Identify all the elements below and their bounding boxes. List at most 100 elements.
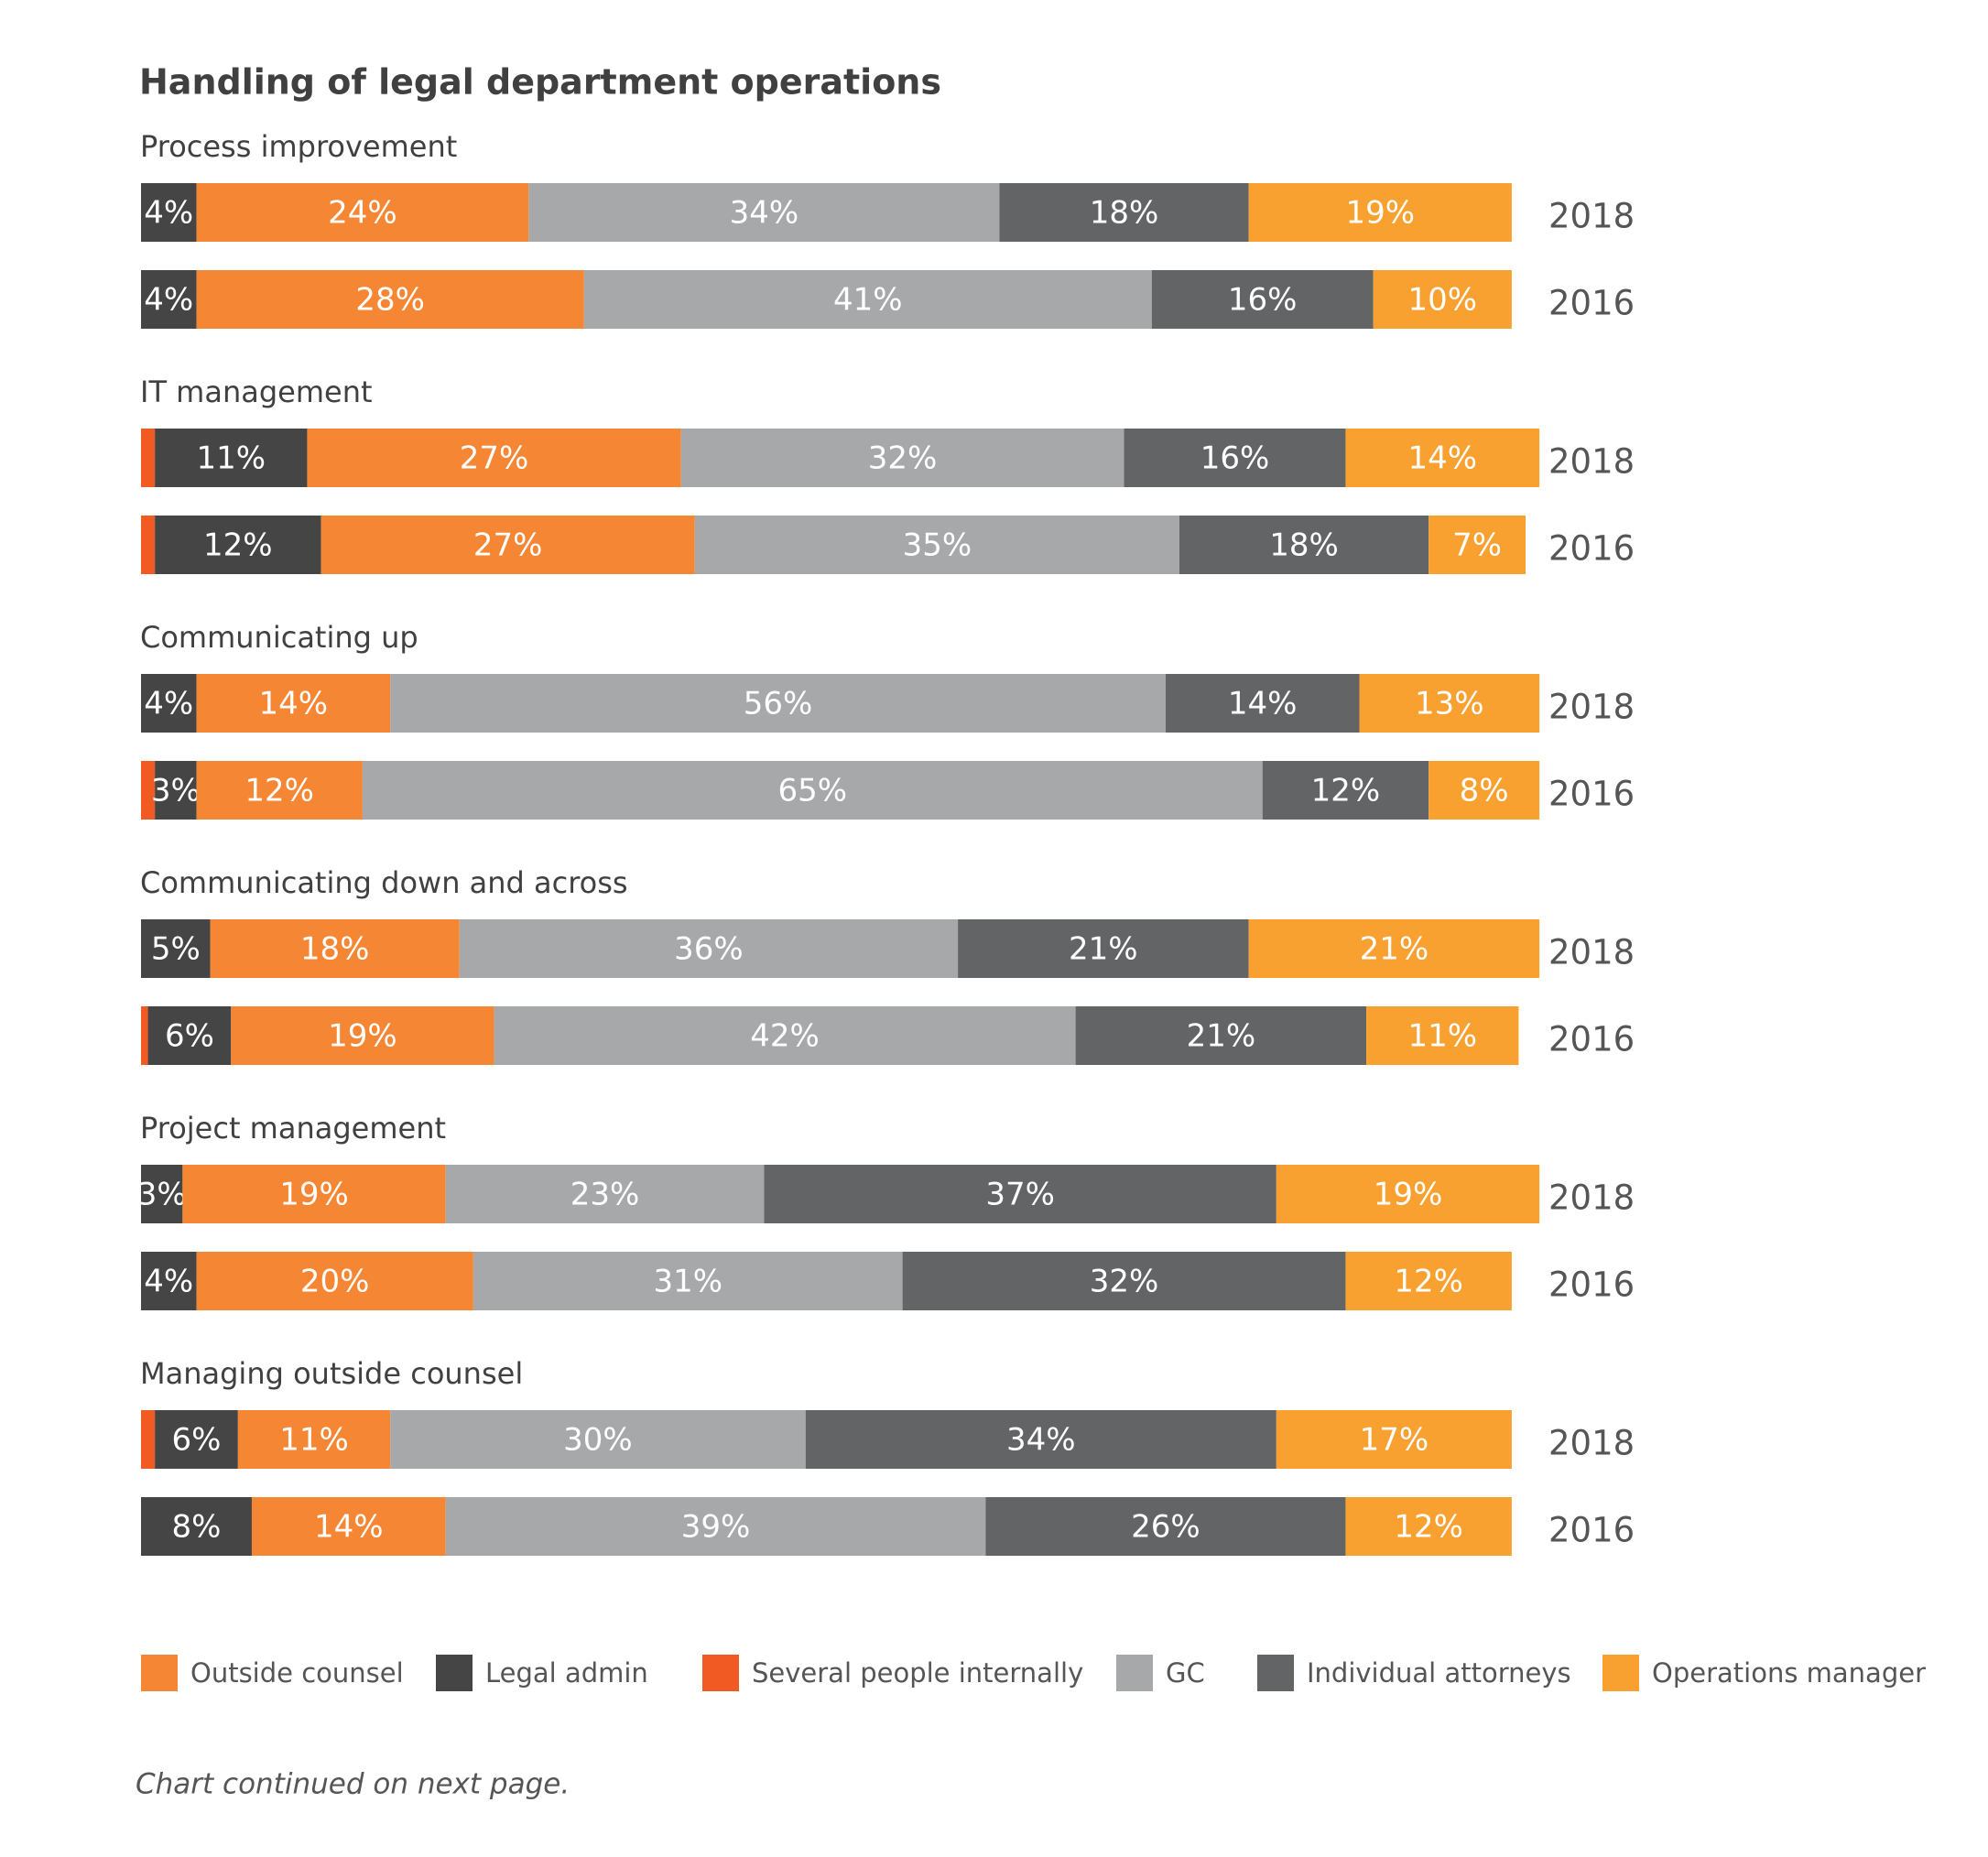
legend-swatch xyxy=(1602,1655,1639,1691)
bar-segment xyxy=(1151,270,1374,329)
data-label: 56% xyxy=(744,686,813,722)
data-label: 21% xyxy=(1360,931,1429,968)
data-label: 21% xyxy=(1069,931,1138,968)
data-label: 12% xyxy=(203,527,273,564)
bar-segment xyxy=(182,1165,446,1223)
chart-title: Handling of legal department operations xyxy=(139,62,941,103)
bar-segment xyxy=(147,1006,232,1065)
data-label: 16% xyxy=(1200,440,1270,477)
data-label: 6% xyxy=(172,1422,222,1459)
data-label: 18% xyxy=(300,931,370,968)
bar-segment xyxy=(141,516,156,574)
bar-segment xyxy=(1359,674,1540,733)
bar-segment xyxy=(141,183,197,242)
category-label: 2018 xyxy=(1548,688,1635,727)
data-label: 31% xyxy=(653,1264,722,1300)
bar-segment xyxy=(141,1006,148,1065)
category-label: 2018 xyxy=(1548,933,1635,972)
bar-segment xyxy=(251,1497,446,1556)
data-label: 19% xyxy=(1374,1177,1443,1213)
bar-segment xyxy=(902,1252,1346,1310)
data-label: 35% xyxy=(903,527,972,564)
bar-segment xyxy=(1366,1006,1519,1065)
data-label: 14% xyxy=(1407,440,1477,477)
data-label: 17% xyxy=(1360,1422,1429,1459)
data-label: 16% xyxy=(1228,282,1298,319)
data-label: 4% xyxy=(144,1264,193,1300)
data-label: 32% xyxy=(868,440,938,477)
data-label: 42% xyxy=(750,1018,820,1055)
bar-segment xyxy=(196,674,391,733)
bar-segment xyxy=(1345,429,1540,487)
category-label: 2018 xyxy=(1548,197,1635,236)
data-label: 14% xyxy=(259,686,329,722)
data-label: 7% xyxy=(1452,527,1502,564)
data-label: 8% xyxy=(1460,773,1509,809)
category-label: 2018 xyxy=(1548,1178,1635,1218)
bar-segment xyxy=(237,1410,391,1469)
bar-segment xyxy=(196,1252,473,1310)
bar-segment xyxy=(1248,919,1540,978)
bar-segment xyxy=(141,1252,197,1310)
bar-segment xyxy=(1276,1165,1540,1223)
data-label: 10% xyxy=(1407,282,1477,319)
bar-segment xyxy=(141,1410,156,1469)
data-label: 27% xyxy=(473,527,543,564)
data-label: 34% xyxy=(1006,1422,1076,1459)
bar-segment xyxy=(583,270,1152,329)
bar-segment xyxy=(445,1497,986,1556)
data-label: 14% xyxy=(314,1509,384,1546)
legend-label: Legal admin xyxy=(485,1657,648,1689)
data-label: 11% xyxy=(1407,1018,1477,1055)
bar-segment xyxy=(141,270,197,329)
bar-segment xyxy=(473,1252,903,1310)
legend-swatch xyxy=(436,1655,473,1691)
bar-segment xyxy=(999,183,1249,242)
data-label: 21% xyxy=(1187,1018,1256,1055)
data-label: 4% xyxy=(144,686,193,722)
bar-segment xyxy=(196,761,363,820)
bar-segment xyxy=(155,516,321,574)
bar-segment xyxy=(494,1006,1076,1065)
legend-label: Outside counsel xyxy=(190,1657,404,1689)
data-label: 19% xyxy=(1345,195,1415,232)
legend-swatch xyxy=(702,1655,739,1691)
data-label: 14% xyxy=(1228,686,1298,722)
category-label: 2016 xyxy=(1548,1511,1635,1550)
bar-segment xyxy=(155,761,197,820)
bar-segment xyxy=(155,429,308,487)
bar-segment xyxy=(141,429,156,487)
legend-label: Several people internally xyxy=(752,1657,1083,1689)
bar-segment xyxy=(1124,429,1346,487)
bar-segment xyxy=(764,1165,1276,1223)
data-label: 32% xyxy=(1090,1264,1159,1300)
legend-swatch xyxy=(1116,1655,1153,1691)
data-label: 26% xyxy=(1131,1509,1200,1546)
data-label: 18% xyxy=(1090,195,1159,232)
bar-segment xyxy=(141,761,156,820)
category-label: 2018 xyxy=(1548,1424,1635,1463)
data-label: 12% xyxy=(244,773,314,809)
bar-segment xyxy=(680,429,1124,487)
bar-segment xyxy=(445,1165,765,1223)
bar-segment xyxy=(1276,1410,1512,1469)
data-label: 24% xyxy=(328,195,397,232)
legend-label: Individual attorneys xyxy=(1307,1657,1571,1689)
data-label: 12% xyxy=(1394,1264,1463,1300)
bar-segment xyxy=(390,674,1166,733)
bar-segment xyxy=(1165,674,1360,733)
data-label: 6% xyxy=(165,1018,214,1055)
legend-swatch xyxy=(141,1655,178,1691)
bar-segment xyxy=(155,1410,238,1469)
data-label: 8% xyxy=(172,1509,222,1546)
data-label: 12% xyxy=(1394,1509,1463,1546)
data-label: 41% xyxy=(833,282,903,319)
bar-segment xyxy=(141,674,197,733)
bar-segment xyxy=(694,516,1179,574)
bar-segment xyxy=(1345,1497,1512,1556)
legend-swatch xyxy=(1257,1655,1294,1691)
bar-segment xyxy=(958,919,1249,978)
category-label: 2016 xyxy=(1548,775,1635,814)
bar-segment xyxy=(196,183,529,242)
data-label: 28% xyxy=(355,282,425,319)
